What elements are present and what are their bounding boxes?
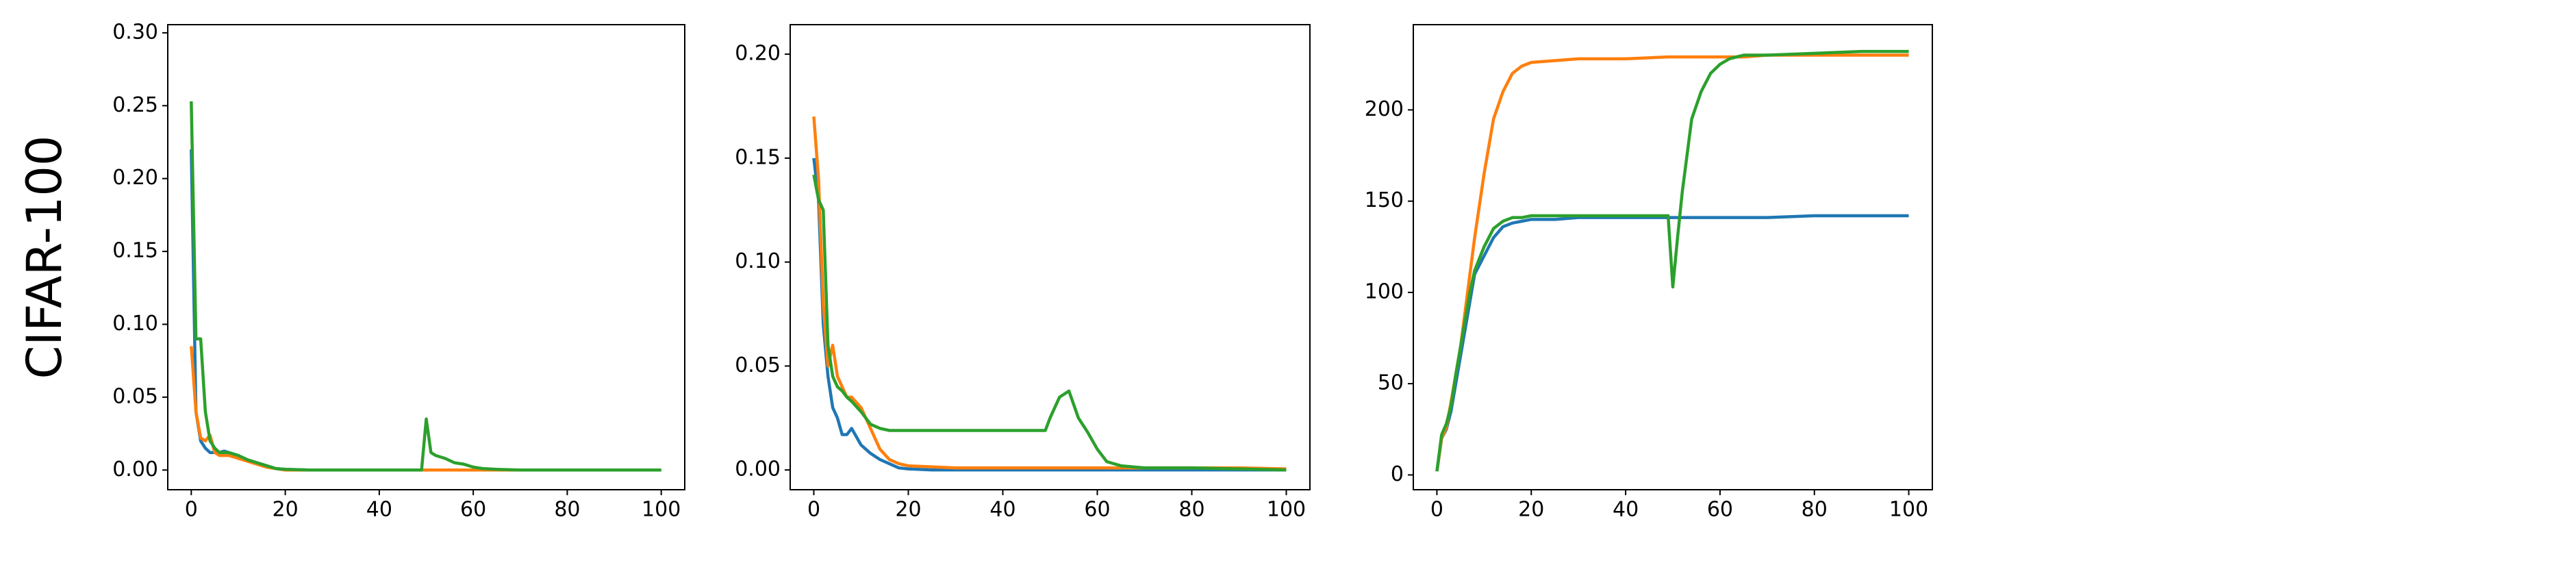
x-tick-label: 80 (1802, 498, 1828, 522)
series-line (812, 116, 1287, 471)
y-tick-label: 100 (1365, 279, 1404, 303)
x-tick-label: 20 (895, 498, 921, 522)
y-tick-label: 0.10 (735, 249, 781, 273)
y-tick-label: 50 (1378, 371, 1404, 395)
y-tick-label: 0.20 (112, 166, 158, 190)
series-line (1435, 53, 1909, 472)
x-tick-label: 60 (460, 498, 486, 522)
y-tick-label: 0.05 (112, 384, 158, 408)
x-tick-label: 0 (1430, 498, 1443, 522)
x-tick-label: 60 (1707, 498, 1733, 522)
x-tick-label: 40 (1613, 498, 1639, 522)
series-line (1435, 49, 1909, 472)
x-tick-label: 0 (185, 498, 198, 522)
series-line (190, 101, 661, 472)
y-tick-label: 0.30 (112, 20, 158, 44)
y-tick-label: 0 (1391, 462, 1404, 486)
axes-frame (1413, 24, 1933, 490)
y-tick-label: 0.00 (112, 458, 158, 481)
x-tick-label: 80 (1178, 498, 1204, 522)
axes-frame (167, 24, 685, 490)
y-tick-label: 0.15 (112, 239, 158, 263)
x-tick-label: 100 (1889, 498, 1928, 522)
series-line (190, 346, 661, 472)
y-tick-label: 0.05 (735, 353, 781, 377)
series-line (1435, 214, 1909, 472)
x-tick-label: 40 (989, 498, 1015, 522)
series-line (812, 158, 1287, 472)
y-tick-label: 0.00 (735, 458, 781, 481)
x-tick-label: 100 (1267, 498, 1306, 522)
x-tick-label: 60 (1084, 498, 1110, 522)
x-tick-label: 80 (554, 498, 580, 522)
x-tick-label: 20 (272, 498, 298, 522)
axes-frame (790, 24, 1311, 490)
y-tick-label: 150 (1365, 188, 1404, 212)
y-tick-label: 0.25 (112, 93, 158, 117)
y-axis-label: CIFAR-100 (16, 136, 73, 379)
x-tick-label: 40 (366, 498, 392, 522)
x-tick-label: 100 (642, 498, 681, 522)
y-tick-label: 0.10 (112, 312, 158, 336)
x-tick-label: 20 (1518, 498, 1544, 522)
series-line (812, 174, 1287, 472)
y-tick-label: 0.20 (735, 42, 781, 66)
y-tick-label: 200 (1365, 97, 1404, 121)
x-tick-label: 0 (807, 498, 820, 522)
y-tick-label: 0.15 (735, 145, 781, 169)
